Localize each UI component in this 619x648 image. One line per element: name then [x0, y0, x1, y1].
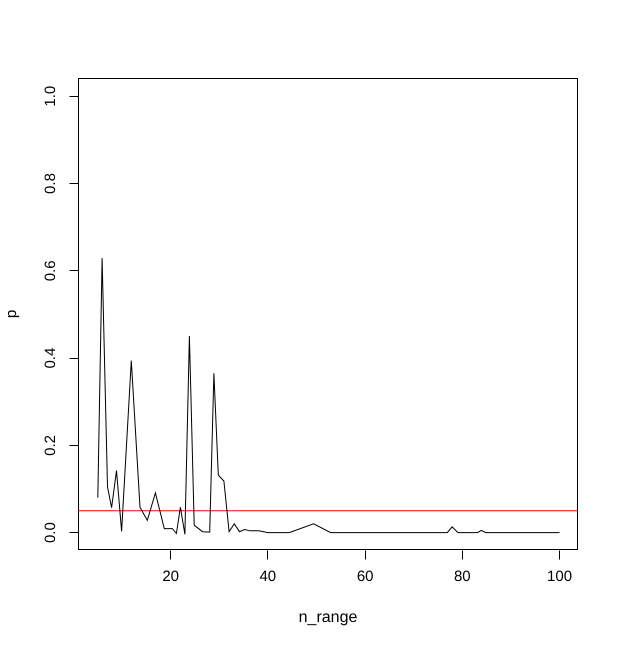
svg-text:0.6: 0.6 [42, 260, 59, 281]
svg-text:0.0: 0.0 [42, 522, 59, 543]
svg-text:20: 20 [162, 568, 179, 585]
svg-text:n_range: n_range [299, 609, 358, 626]
svg-text:0.4: 0.4 [42, 348, 59, 369]
svg-text:40: 40 [259, 568, 276, 585]
svg-text:0.8: 0.8 [42, 173, 59, 194]
svg-text:p: p [3, 310, 20, 318]
svg-text:0.2: 0.2 [42, 435, 59, 456]
svg-text:60: 60 [357, 568, 374, 585]
svg-text:100: 100 [547, 568, 572, 585]
svg-text:80: 80 [454, 568, 471, 585]
svg-text:1.0: 1.0 [42, 86, 59, 107]
